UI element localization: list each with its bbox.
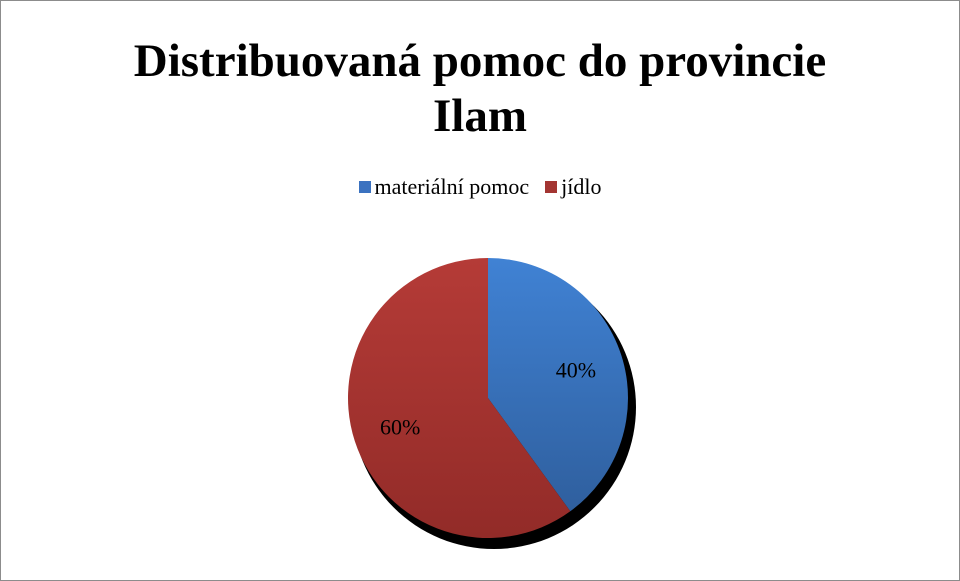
legend-swatch-materialni-pomoc <box>358 181 371 193</box>
pie-data-label-1: 60% <box>380 415 420 440</box>
chart-title-line-1: Distribuovaná pomoc do provincie <box>133 35 827 87</box>
pie-slices <box>348 258 628 538</box>
legend-item-materialni-pomoc: materiální pomoc <box>358 174 530 200</box>
legend-label-jidlo: jídlo <box>561 174 602 199</box>
pie-data-labels: 40% 60% <box>380 357 596 439</box>
pie-data-label-0: 40% <box>556 357 596 382</box>
legend-label-materialni-pomoc: materiální pomoc <box>374 174 530 199</box>
legend-item-jidlo: jídlo <box>545 174 601 200</box>
pie-slice-1 <box>348 258 571 538</box>
chart-legend: materiální pomoc jídlo <box>0 174 960 200</box>
chart-title: Distribuovaná pomoc do provincie Ilam <box>0 34 960 144</box>
pie-slice-0 <box>488 258 628 512</box>
legend-swatch-jidlo <box>545 181 558 193</box>
chart-title-line-2: Ilam <box>433 90 527 142</box>
